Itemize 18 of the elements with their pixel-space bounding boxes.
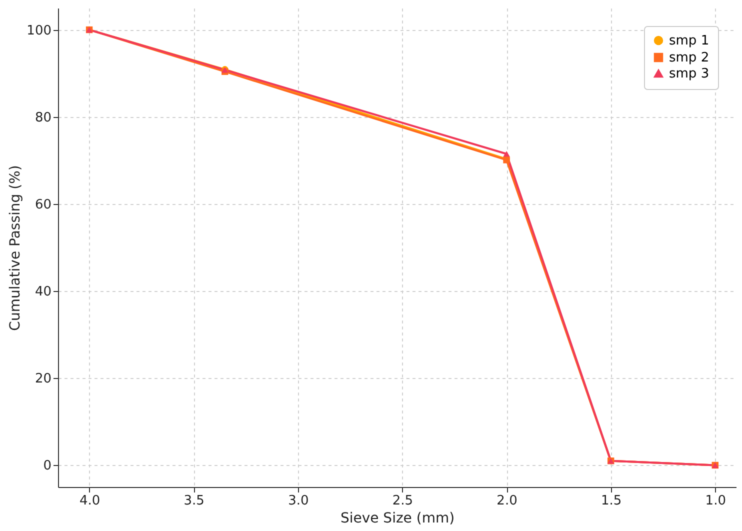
x-tick-label: 1.0	[705, 494, 726, 508]
y-tick-label: 60	[34, 197, 52, 212]
legend-label: smp 1	[669, 34, 710, 48]
y-tick-label: 0	[43, 458, 52, 474]
y-axis-title: Cumulative Passing (%)	[8, 165, 24, 331]
y-tick-label: 40	[34, 284, 52, 300]
legend-label: smp 2	[669, 50, 710, 66]
x-tick-label: 4.0	[79, 494, 100, 508]
x-tick-label: 3.5	[184, 494, 204, 508]
x-tick-label: 3.0	[288, 494, 309, 508]
x-tick-label: 2.0	[496, 494, 518, 508]
y-tick-label: 20	[34, 372, 52, 387]
x-axis-title: Sieve Size (mm)	[340, 510, 455, 526]
y-tick-label: 80	[34, 110, 52, 126]
x-tick-label: 1.5	[600, 494, 622, 508]
x-tick-label: 2.5	[392, 494, 414, 508]
y-tick-label: 100	[26, 23, 52, 38]
legend-label: smp 3	[669, 66, 710, 82]
